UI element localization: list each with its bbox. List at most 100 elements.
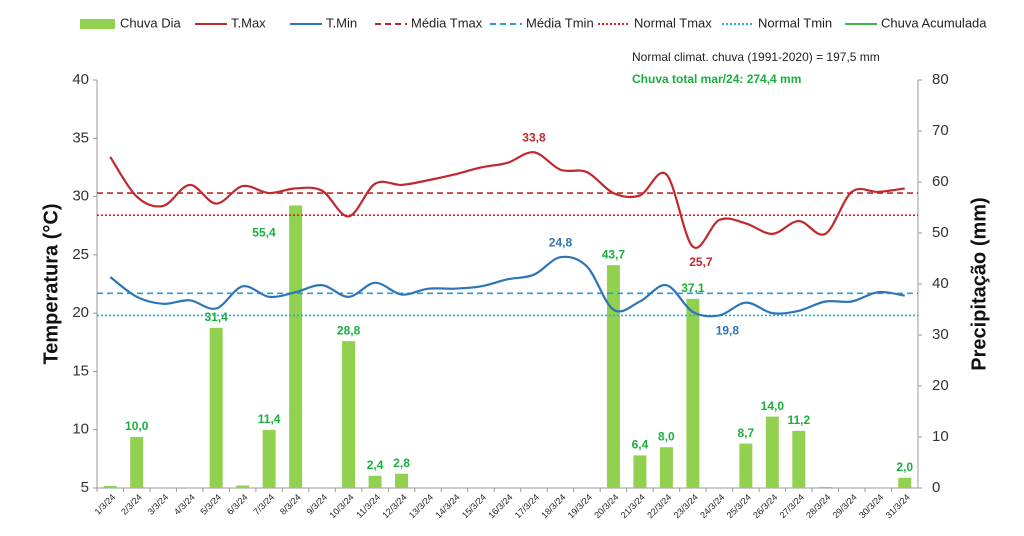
data-label: 11,4: [258, 412, 281, 426]
x-tick-label: 21/3/24: [619, 492, 647, 520]
legend-label: T.Max: [231, 15, 266, 30]
y-tick-label: 25: [72, 246, 89, 263]
bar: [633, 455, 647, 488]
y2-tick-label: 80: [932, 71, 949, 88]
x-tick-label: 15/3/24: [460, 492, 488, 520]
bar: [792, 430, 806, 488]
data-label: 33,8: [522, 130, 546, 144]
x-tick-label: 22/3/24: [645, 492, 673, 520]
x-tick-label: 24/3/24: [698, 492, 726, 520]
y-axis-label: Temperatura (°C): [40, 204, 62, 365]
bar: [130, 437, 144, 488]
y2-tick-label: 50: [932, 224, 949, 241]
data-label: 2,8: [393, 456, 410, 470]
data-label: 2,4: [367, 458, 384, 472]
x-tick-label: 3/3/24: [146, 492, 171, 517]
y-tick-label: 30: [72, 188, 89, 205]
x-tick-label: 13/3/24: [407, 492, 435, 520]
x-tick-label: 27/3/24: [778, 492, 806, 520]
y2-tick-label: 30: [932, 326, 949, 343]
line: [109, 255, 905, 318]
y2-tick-label: 10: [932, 428, 949, 445]
x-tick-label: 28/3/24: [804, 492, 832, 520]
annotation: Normal climat. chuva (1991-2020) = 197,5…: [632, 50, 880, 64]
x-tick-label: 11/3/24: [354, 492, 382, 520]
legend-swatch: [80, 19, 115, 29]
bar: [765, 416, 779, 488]
bar: [209, 327, 223, 488]
data-label: 19,8: [716, 324, 740, 338]
bar: [659, 447, 673, 488]
bar: [686, 298, 700, 488]
x-tick-label: 19/3/24: [566, 492, 594, 520]
bar: [236, 485, 250, 488]
x-tick-label: 30/3/24: [857, 492, 885, 520]
bar: [395, 473, 409, 488]
legend-label: Chuva Acumulada: [881, 15, 987, 30]
y2-tick-label: 0: [932, 479, 940, 496]
data-label: 14,0: [761, 399, 785, 413]
bar: [289, 205, 303, 488]
y-tick-label: 20: [72, 304, 89, 321]
data-label: 37,1: [681, 281, 705, 295]
bar: [739, 443, 753, 488]
data-label: 25,7: [689, 255, 713, 269]
bar: [898, 477, 912, 488]
data-label: 8,0: [658, 429, 675, 443]
data-label: 2,0: [896, 460, 913, 474]
bar: [368, 475, 382, 488]
y2-tick-label: 40: [932, 275, 949, 292]
bar: [103, 485, 117, 488]
x-tick-label: 23/3/24: [672, 492, 700, 520]
x-tick-label: 9/3/24: [304, 492, 329, 517]
x-tick-label: 10/3/24: [327, 492, 355, 520]
x-tick-label: 6/3/24: [225, 492, 250, 517]
bar: [818, 486, 832, 488]
data-label: 10,0: [125, 419, 149, 433]
legend-label: Normal Tmin: [758, 15, 832, 30]
x-tick-label: 26/3/24: [751, 492, 779, 520]
x-tick-label: 16/3/24: [486, 492, 514, 520]
x-tick-label: 4/3/24: [172, 492, 197, 517]
data-label: 8,7: [738, 426, 755, 440]
bar: [342, 341, 356, 488]
data-label: 31,4: [204, 310, 228, 324]
data-label: 55,4: [252, 226, 276, 240]
data-label: 28,8: [337, 323, 361, 337]
x-tick-label: 17/3/24: [513, 492, 541, 520]
y2-axis-label: Precipitação (mm): [968, 197, 990, 370]
legend-label: Média Tmax: [411, 15, 483, 30]
data-label: 11,2: [787, 413, 810, 427]
legend-label: T.Min: [326, 15, 357, 30]
data-label: 43,7: [602, 247, 626, 261]
x-tick-label: 29/3/24: [831, 492, 859, 520]
y2-tick-label: 60: [932, 173, 949, 190]
data-label: 6,4: [632, 438, 649, 452]
y-tick-label: 5: [81, 479, 89, 496]
y-tick-label: 10: [72, 421, 89, 438]
y-tick-label: 15: [72, 362, 89, 379]
y2-tick-label: 70: [932, 122, 949, 139]
x-tick-label: 20/3/24: [592, 492, 620, 520]
annotation: Chuva total mar/24: 274,4 mm: [632, 72, 801, 86]
x-tick-label: 18/3/24: [539, 492, 567, 520]
bar: [262, 429, 276, 488]
y-tick-label: 35: [72, 129, 89, 146]
y-tick-label: 40: [72, 71, 89, 88]
x-tick-label: 8/3/24: [278, 492, 303, 517]
x-tick-label: 2/3/24: [119, 492, 144, 517]
x-tick-label: 25/3/24: [725, 492, 753, 520]
legend-label: Média Tmin: [526, 15, 594, 30]
y2-tick-label: 20: [932, 377, 949, 394]
x-tick-label: 1/3/24: [93, 492, 118, 517]
x-tick-label: 12/3/24: [380, 492, 408, 520]
data-label: 24,8: [549, 235, 573, 249]
x-tick-label: 7/3/24: [251, 492, 276, 517]
bar: [606, 265, 620, 488]
legend-label: Normal Tmax: [634, 15, 712, 30]
x-tick-label: 5/3/24: [199, 492, 224, 517]
x-tick-label: 14/3/24: [433, 492, 461, 520]
legend-label: Chuva Dia: [120, 15, 181, 30]
line: [109, 151, 905, 249]
